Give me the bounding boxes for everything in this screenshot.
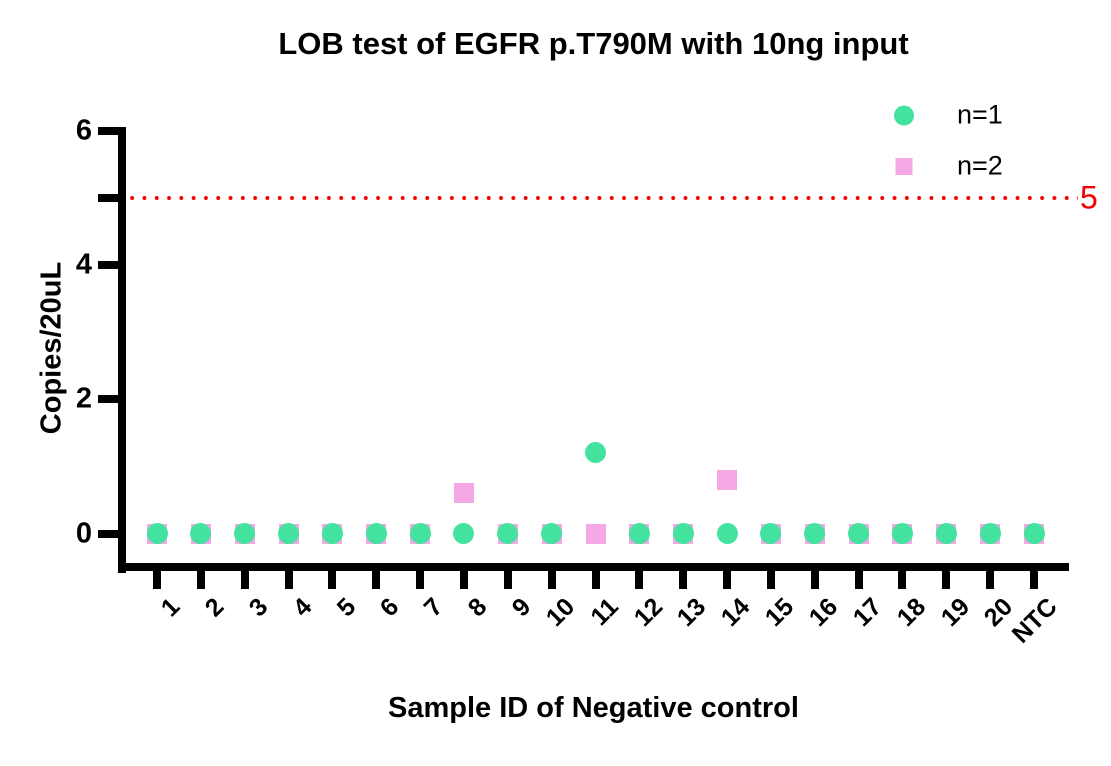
data-point-n1 bbox=[848, 523, 870, 544]
legend-circle-icon bbox=[893, 104, 915, 126]
x-tick bbox=[635, 571, 644, 589]
legend-label: n=1 bbox=[957, 99, 1003, 130]
data-point-n1 bbox=[672, 523, 694, 544]
y-tick bbox=[98, 529, 118, 538]
data-point-n2 bbox=[453, 483, 474, 504]
x-tick bbox=[591, 571, 600, 589]
y-tick bbox=[98, 194, 118, 202]
x-tick-label: 2 bbox=[199, 592, 230, 623]
legend-square-icon bbox=[893, 155, 915, 177]
x-tick-label: 11 bbox=[585, 592, 624, 632]
x-tick bbox=[196, 571, 205, 589]
y-axis-line bbox=[118, 127, 126, 573]
x-tick bbox=[854, 571, 863, 589]
x-tick-label: 19 bbox=[935, 592, 975, 633]
x-tick-label: 7 bbox=[418, 592, 449, 623]
data-point-n1 bbox=[365, 523, 387, 544]
chart-title: LOB test of EGFR p.T790M with 10ng input bbox=[278, 26, 909, 61]
data-point-n1 bbox=[628, 523, 650, 544]
x-tick-label: 17 bbox=[847, 592, 887, 633]
x-tick-label: 10 bbox=[540, 592, 581, 633]
x-tick bbox=[723, 571, 732, 589]
x-tick bbox=[459, 571, 468, 589]
cutoff-line bbox=[126, 196, 1078, 200]
data-point-n1 bbox=[804, 523, 826, 544]
x-tick bbox=[547, 571, 556, 589]
data-point-n1 bbox=[541, 523, 563, 544]
x-tick-label: NTC bbox=[1006, 592, 1063, 649]
data-point-n1 bbox=[146, 523, 168, 544]
data-point-n1 bbox=[585, 442, 606, 464]
x-tick bbox=[284, 571, 293, 589]
x-tick-label: 16 bbox=[803, 592, 844, 633]
legend-item: n=1 bbox=[893, 99, 1003, 130]
x-tick bbox=[766, 571, 775, 589]
x-tick bbox=[810, 571, 819, 589]
x-tick bbox=[372, 571, 381, 589]
x-tick bbox=[942, 571, 951, 589]
x-tick-label: 1 bbox=[155, 592, 186, 623]
x-tick bbox=[328, 571, 337, 589]
x-tick-label: 6 bbox=[375, 592, 405, 623]
legend: n=1 n=2 bbox=[893, 0, 1103, 200]
data-point-n1 bbox=[979, 523, 1001, 544]
data-point-n1 bbox=[1023, 523, 1045, 544]
y-tick-label: 6 bbox=[75, 114, 92, 147]
y-tick bbox=[98, 126, 118, 135]
x-tick bbox=[153, 571, 161, 589]
x-tick-label: 12 bbox=[628, 592, 668, 633]
data-point-n1 bbox=[760, 523, 782, 544]
legend-label: n=2 bbox=[957, 150, 1003, 181]
y-tick-label: 0 bbox=[75, 517, 92, 549]
y-tick-label: 4 bbox=[75, 248, 92, 281]
x-tick-label: 5 bbox=[331, 592, 361, 623]
data-point-n1 bbox=[935, 523, 957, 544]
data-point-n1 bbox=[278, 523, 300, 544]
x-tick-label: 4 bbox=[287, 592, 317, 623]
x-tick-label: 18 bbox=[891, 592, 931, 633]
data-point-n1 bbox=[321, 523, 343, 544]
x-axis-title: Sample ID of Negative control bbox=[388, 692, 799, 724]
data-point-n1 bbox=[234, 523, 256, 544]
x-tick-label: 13 bbox=[672, 592, 712, 633]
y-tick bbox=[98, 261, 118, 270]
data-point-n1 bbox=[453, 523, 475, 544]
data-point-n2 bbox=[585, 523, 606, 544]
x-tick-label: 3 bbox=[243, 592, 274, 623]
y-tick-label: 2 bbox=[75, 382, 92, 415]
legend-item: n=2 bbox=[893, 150, 1003, 181]
x-tick-label: 15 bbox=[759, 592, 800, 633]
x-tick bbox=[1030, 571, 1038, 589]
data-point-n1 bbox=[190, 523, 212, 544]
x-tick bbox=[240, 571, 249, 589]
x-tick bbox=[898, 571, 907, 589]
data-point-n2 bbox=[717, 469, 738, 490]
x-tick-label: 14 bbox=[715, 592, 756, 633]
x-tick-label: 9 bbox=[506, 592, 537, 623]
data-point-n1 bbox=[891, 523, 913, 544]
cutoff-line-label: 5 bbox=[1080, 179, 1098, 216]
y-tick bbox=[98, 395, 118, 404]
data-point-n1 bbox=[716, 523, 738, 544]
x-tick bbox=[986, 571, 995, 589]
data-point-n1 bbox=[409, 523, 431, 544]
x-tick bbox=[416, 571, 425, 589]
x-tick-label: 8 bbox=[462, 592, 493, 623]
data-point-n1 bbox=[497, 523, 519, 544]
x-tick bbox=[679, 571, 688, 589]
x-axis-line bbox=[118, 563, 1069, 571]
x-tick bbox=[503, 571, 512, 589]
